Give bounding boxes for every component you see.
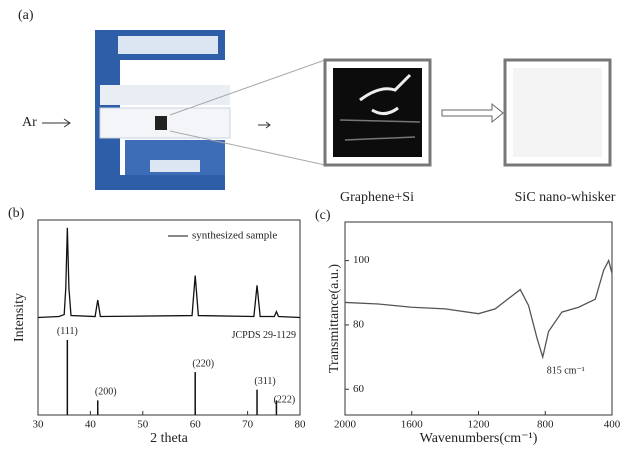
- reference-label: JCPDS 29-1129: [232, 330, 296, 341]
- graphene-box: [325, 60, 430, 165]
- gas-label: Ar: [22, 115, 37, 130]
- x-tick-label: 30: [33, 419, 45, 431]
- legend-label: synthesized sample: [192, 230, 277, 242]
- panel-label: (c): [315, 208, 331, 223]
- peak-label: (220): [192, 358, 214, 369]
- panel-label: (b): [8, 206, 25, 221]
- peak-label: (111): [57, 326, 78, 337]
- x-axis-label: 2 theta: [150, 431, 188, 446]
- y-axis-label: Transmittance(a.u.): [327, 264, 342, 373]
- panel-label: (a): [18, 8, 34, 23]
- flow-arrow: [258, 122, 270, 128]
- figure: (a) Ar Graphene+Si SiC nano-whisker (b) 3…: [0, 0, 638, 447]
- y-tick-label: 60: [353, 383, 365, 395]
- x-tick-label: 2000: [334, 419, 357, 431]
- process-arrow: [442, 104, 503, 122]
- x-tick-label: 800: [537, 419, 554, 431]
- sic-box: [505, 60, 610, 165]
- x-tick-label: 50: [137, 419, 149, 431]
- x-tick-label: 1200: [468, 419, 491, 431]
- peak-label: (222): [274, 395, 296, 406]
- annotation: 815 cm⁻¹: [547, 365, 585, 376]
- peak-label: (311): [254, 376, 275, 387]
- x-tick-label: 1600: [401, 419, 424, 431]
- box-caption: Graphene+Si: [340, 190, 414, 205]
- x-tick-label: 70: [242, 419, 254, 431]
- y-tick-label: 100: [353, 254, 370, 266]
- box-caption: SiC nano-whisker: [515, 190, 616, 205]
- gas-arrow: [42, 119, 70, 127]
- x-axis-label: Wavenumbers(cm⁻¹): [420, 431, 538, 446]
- x-tick-label: 80: [295, 419, 307, 431]
- x-tick-label: 60: [190, 419, 202, 431]
- y-tick-label: 80: [353, 318, 365, 330]
- peak-label: (200): [95, 387, 117, 398]
- x-tick-label: 40: [85, 419, 97, 431]
- furnace: [95, 30, 230, 190]
- y-axis-label: Intensity: [12, 293, 27, 342]
- x-tick-label: 400: [604, 419, 621, 431]
- series-line: [345, 261, 612, 358]
- plot-frame: [345, 222, 612, 415]
